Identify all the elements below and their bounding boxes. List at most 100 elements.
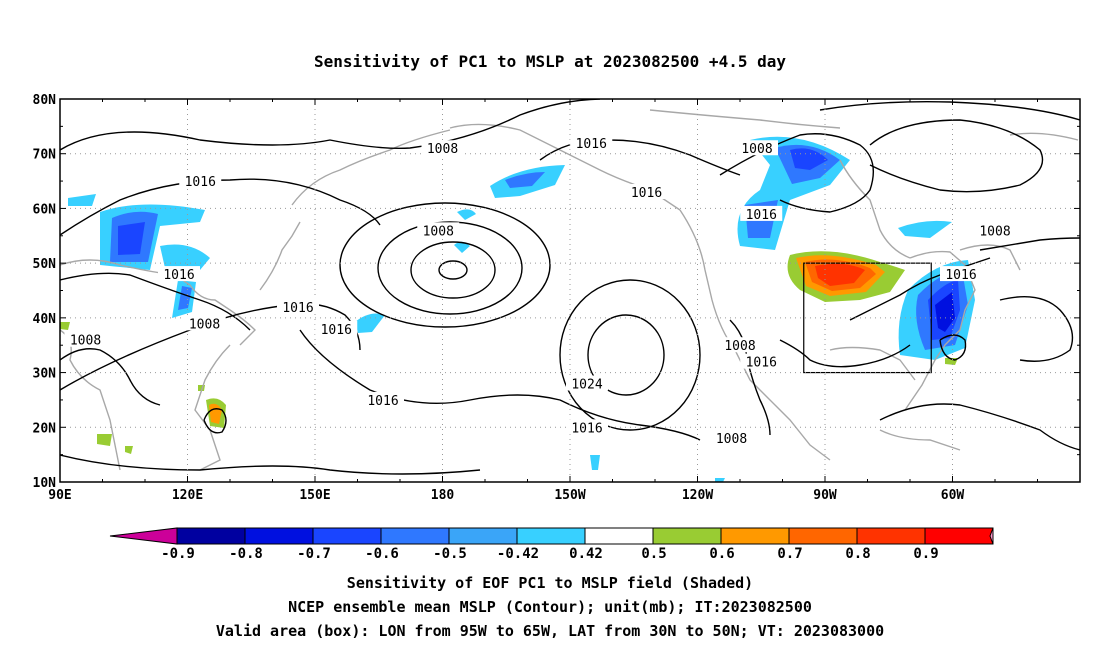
contour-label-bg	[940, 266, 982, 282]
lat-label: 20N	[33, 421, 57, 436]
contour-south-atl	[879, 403, 1080, 451]
colorbar-tick-label: -0.7	[297, 546, 331, 562]
contour-label-bg	[974, 222, 1016, 238]
contour-labels: 1008 1016 1016 1016 1008 1016 1016 1008 1016 1008…	[64, 134, 1016, 447]
contour-1016-mid	[60, 303, 361, 391]
contour-1016-north	[60, 178, 381, 236]
contour-label: 1008	[741, 142, 772, 157]
contour-low-center-180	[438, 260, 468, 280]
contour-label-bg	[362, 391, 404, 407]
contour-1016-atlantic	[979, 237, 1080, 251]
lat-label: 50N	[33, 257, 57, 272]
colorbar-tick-label: 0.6	[709, 546, 734, 562]
colorbar-tick-label: -0.9	[161, 546, 195, 562]
mslp-contours	[60, 99, 1080, 475]
valid-area-box	[803, 262, 932, 374]
contour-high-ring	[559, 279, 701, 431]
contour-1016-central	[779, 339, 911, 368]
contour-label: 1016	[185, 175, 216, 190]
contour-label-bg	[740, 353, 783, 369]
contour-label-bg	[566, 419, 608, 435]
map-frame	[59, 98, 1081, 483]
contour-label-bg	[625, 184, 668, 200]
contour-label: 1016	[746, 208, 777, 223]
colorbar-swatch	[924, 527, 994, 545]
colorbar-swatch	[856, 527, 926, 545]
contour-label: 1016	[576, 137, 607, 152]
colorbar-swatch	[176, 527, 246, 545]
colorbar-tick-label: 0.8	[845, 546, 870, 562]
colorbar-high-arrow	[989, 527, 994, 545]
colorbar-tick-label: 0.42	[569, 546, 603, 562]
contour-low-ring-3	[339, 202, 551, 328]
contour-label: 1008	[427, 142, 458, 157]
lon-label: 90W	[813, 488, 837, 503]
contour-label: 1008	[716, 432, 747, 447]
contour-arctic-ring	[819, 100, 1080, 121]
contour-label-bg	[736, 140, 778, 156]
colorbar-swatch	[788, 527, 858, 545]
lon-label: 120E	[172, 488, 203, 503]
contour-high-1024	[587, 314, 665, 396]
contour-atl-east	[999, 295, 1074, 362]
contour-label: 1008	[70, 334, 101, 349]
contour-label-bg	[570, 134, 613, 150]
contour-label-bg	[277, 298, 319, 314]
lat-label: 10N	[33, 476, 57, 491]
contour-label-bg	[421, 140, 464, 156]
lon-label: 90E	[48, 488, 71, 503]
colorbar-tick-label: 0.9	[913, 546, 938, 562]
contour-label-bg	[566, 375, 608, 391]
contour-tropics	[60, 454, 481, 475]
coastlines	[60, 109, 1079, 471]
colorbar-tick-label: -0.42	[497, 546, 539, 562]
lat-label: 80N	[33, 93, 57, 108]
colorbar-swatch	[652, 527, 722, 545]
colorbar-tick-label: 0.7	[777, 546, 802, 562]
contour-label: 1016	[746, 356, 777, 371]
contour-label: 1008	[189, 317, 220, 332]
contour-label: 1008	[979, 224, 1010, 239]
contour-label-bg	[179, 173, 222, 189]
contour-label-bg	[158, 266, 200, 282]
lat-label: 30N	[33, 367, 57, 382]
colorbar-swatch	[244, 527, 314, 545]
lat-label: 40N	[33, 312, 57, 327]
lat-label: 70N	[33, 148, 57, 163]
contour-se-1008	[60, 348, 161, 406]
lon-label: 120W	[682, 488, 713, 503]
contour-nw-pac	[60, 272, 251, 331]
colorbar-swatch	[380, 527, 450, 545]
colorbar-swatch	[516, 527, 586, 545]
colorbar-swatch	[720, 527, 790, 545]
caption-line-3: Valid area (box): LON from 95W to 65W, L…	[215, 622, 885, 640]
colorbar-swatch	[312, 527, 382, 545]
lon-label: 150E	[299, 488, 330, 503]
positive-sensitivity-region	[60, 251, 958, 454]
contour-label-bg	[64, 331, 107, 347]
contour-label: 1016	[367, 394, 398, 409]
contour-low-ring-1	[410, 241, 496, 299]
contour-label: 1016	[945, 268, 976, 283]
contour-label: 1024	[571, 378, 602, 393]
contour-label: 1016	[631, 186, 662, 201]
contour-label-bg	[740, 205, 783, 221]
contour-label-bg	[417, 222, 460, 238]
contour-1008-ne	[719, 133, 874, 213]
sensitivity-shading	[60, 136, 975, 482]
contour-label-bg	[710, 430, 753, 446]
colorbar-tick-label: 0.5	[641, 546, 666, 562]
lat-label: 60N	[33, 202, 57, 217]
colorbar-swatch	[584, 527, 654, 545]
contour-label: 1008	[724, 339, 755, 354]
contour-label-bg	[183, 315, 226, 331]
figure-title: Sensitivity of PC1 to MSLP at 2023082500…	[314, 52, 786, 71]
contour-low-ring-2	[377, 221, 523, 315]
lon-label: 60W	[941, 488, 965, 503]
contour-arctic-high	[869, 119, 1044, 193]
colorbar-low-arrow	[109, 527, 178, 545]
contour-label: 1016	[163, 268, 194, 283]
caption-line-1: Sensitivity of EOF PC1 to MSLP field (Sh…	[346, 574, 754, 592]
